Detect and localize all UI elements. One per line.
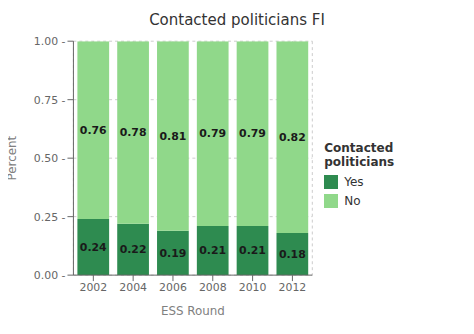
svg-text:0.00 -: 0.00 - [34,269,66,282]
html-text:Contacted politicians FI: Contacted politicians FI [149,11,325,29]
svg-text:Percent: Percent [8,135,19,180]
svg-text:0.50 -: 0.50 - [34,152,66,165]
svg-text:0.21: 0.21 [239,244,266,257]
svg-text:0.18: 0.18 [279,248,306,261]
svg-text:2002: 2002 [79,281,107,294]
html-text:Yes: Yes [344,175,364,189]
html-text:Contacted politicians: Contacted politicians [324,141,395,169]
svg-text:2004: 2004 [119,281,147,294]
svg-text:0.82: 0.82 [279,131,306,144]
svg-text:2006: 2006 [159,281,187,294]
svg-text:ESS Round: ESS Round [161,304,225,318]
svg-text:0.19: 0.19 [159,247,186,260]
svg-text:2008: 2008 [199,281,227,294]
svg-text:0.81: 0.81 [159,130,186,143]
svg-text:0.22: 0.22 [120,243,147,256]
svg-text:0.21: 0.21 [199,244,226,257]
svg-text:1.00 -: 1.00 - [34,35,66,48]
svg-text:2010: 2010 [239,281,267,294]
svg-text:0.79: 0.79 [239,127,266,140]
svg-text:0.79: 0.79 [199,127,226,140]
html-text:No: No [344,194,361,208]
svg-text:0.78: 0.78 [120,126,147,139]
svg-text:0.75 -: 0.75 - [34,94,66,107]
svg-text:0.76: 0.76 [80,124,107,137]
svg-text:0.24: 0.24 [80,241,107,254]
svg-text:0.25 -: 0.25 - [34,211,66,224]
svg-text:2012: 2012 [279,281,307,294]
